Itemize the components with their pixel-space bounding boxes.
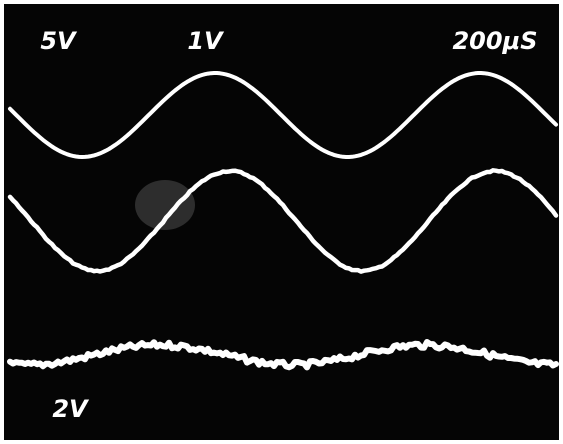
oscilloscope-screen: 5V 1V 200μS 2V	[0, 0, 563, 444]
timebase: 200μS	[452, 27, 537, 55]
channel-3-scale: 2V	[52, 395, 90, 423]
page: 5V 1V 200μS 2V (() => { const data = JSO…	[0, 0, 563, 444]
channel-1-scale: 5V	[40, 27, 78, 55]
screen-background	[4, 4, 559, 440]
channel-2-scale: 1V	[187, 27, 225, 55]
